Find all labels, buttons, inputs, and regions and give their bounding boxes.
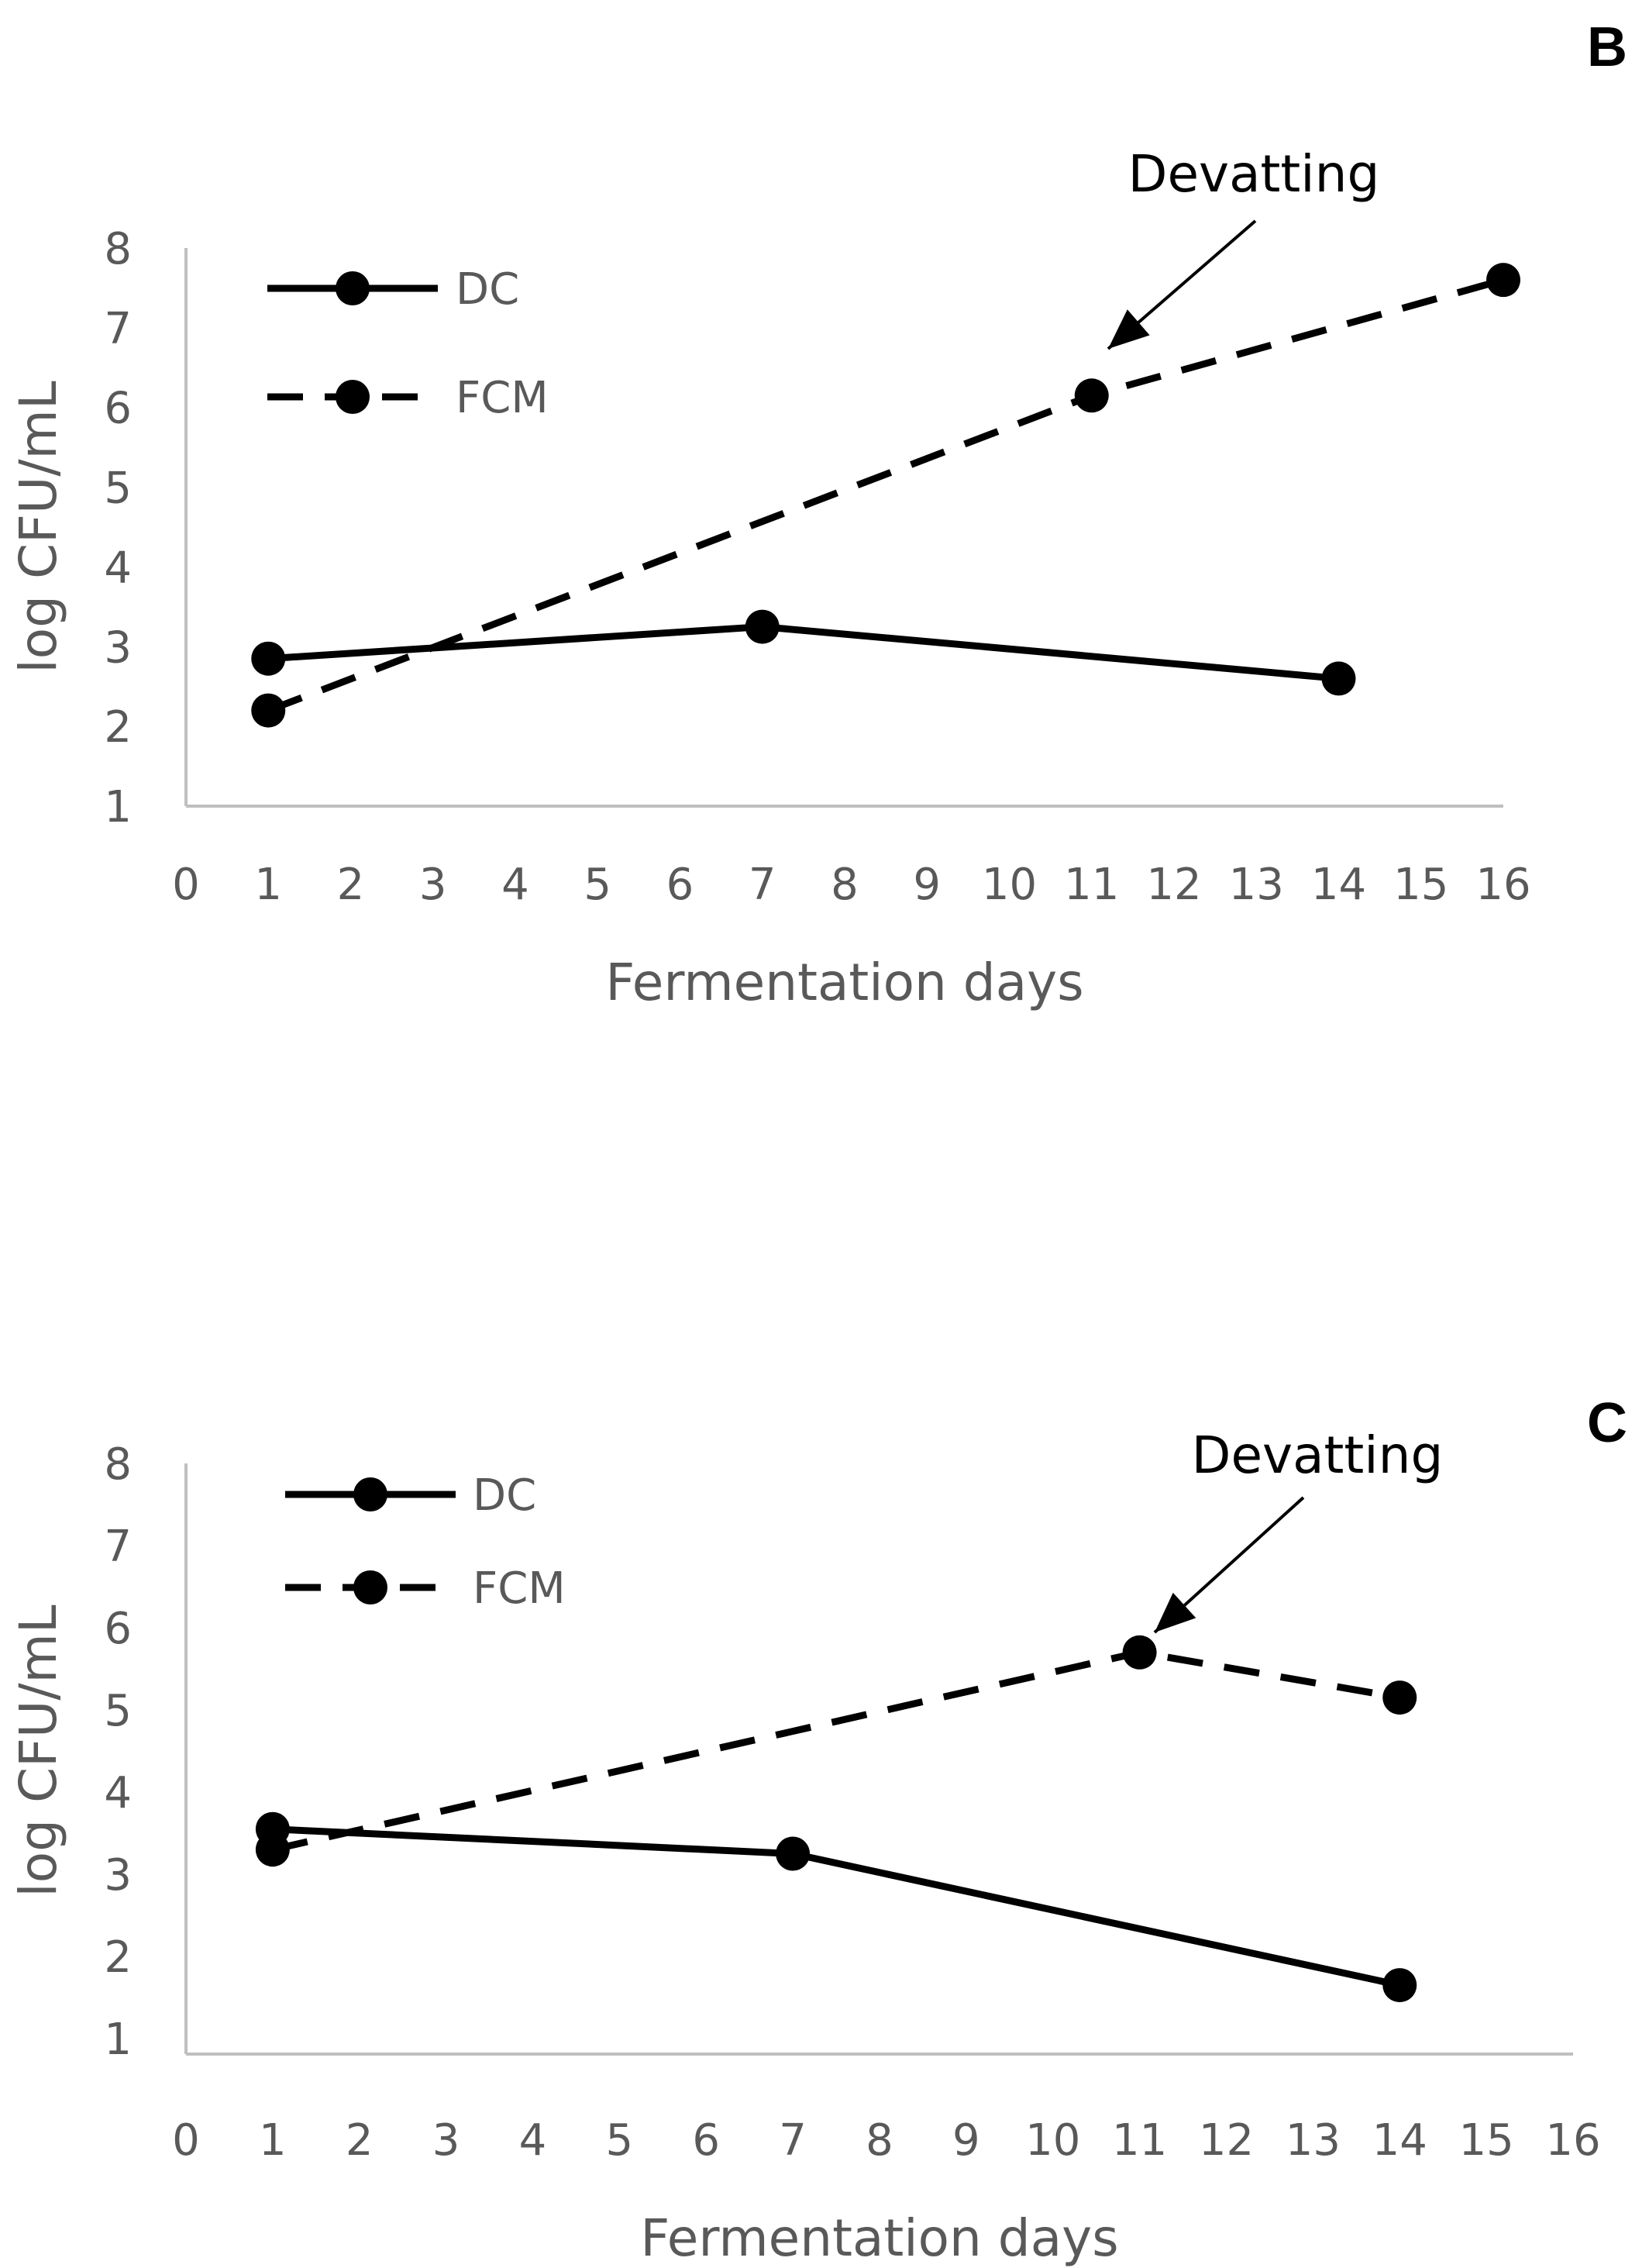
pb-y-tick-label: 3 — [104, 622, 132, 673]
pc-x-tick-label: 15 — [1458, 2115, 1513, 2166]
pc-x-tick-label: 5 — [606, 2115, 634, 2166]
pc-y-tick-label: 1 — [104, 2015, 132, 2065]
pb-x-tick-label: 1 — [254, 860, 282, 910]
pb-series-dc-line — [267, 623, 1339, 682]
pb-series-fcm-point — [251, 693, 286, 728]
pb-y-tick-label: 6 — [104, 384, 132, 434]
pb-x-tick-label: 9 — [913, 860, 941, 910]
pc-y-tick-label: 7 — [104, 1522, 132, 1572]
pb-x-tick-label: 14 — [1311, 860, 1366, 910]
pb-series-dc-point — [251, 641, 286, 676]
pc-y-tick-label: 8 — [104, 1439, 132, 1490]
pc-x-axis-title: Fermentation days — [640, 2208, 1118, 2268]
pc-x-tick-label: 3 — [432, 2115, 460, 2166]
pb-x-tick-label: 8 — [831, 860, 859, 910]
pb-x-tick-label: 10 — [982, 860, 1037, 910]
pb-x-tick-label: 4 — [501, 860, 529, 910]
pc-annotation-arrowhead — [1155, 1592, 1196, 1632]
pb-series-dc-point — [1321, 661, 1356, 696]
pc-y-tick-label: 6 — [104, 1604, 132, 1654]
pc-x-tick-label: 4 — [519, 2115, 547, 2166]
pb-x-tick-label: 11 — [1064, 860, 1119, 910]
pb-series-dc-point — [745, 609, 780, 644]
pb-x-tick-label: 16 — [1475, 860, 1530, 910]
pc-x-tick-label: 11 — [1112, 2115, 1167, 2166]
pb-series-fcm-point — [1486, 263, 1520, 298]
pb-y-axis-title: log CFU/mL — [9, 381, 68, 673]
pc-legend-fcm-marker — [353, 1570, 387, 1604]
pb-x-tick-label: 12 — [1146, 860, 1201, 910]
pc-legend-fcm-label: FCM — [473, 1563, 566, 1614]
pb-x-tick-label: 2 — [337, 860, 365, 910]
pc-series-fcm-point — [255, 1832, 290, 1867]
pb-annotation-arrowhead — [1108, 309, 1150, 349]
pc-x-tick-label: 0 — [172, 2115, 200, 2166]
pc-y-tick-label: 2 — [104, 1932, 132, 1983]
pc-series-dc-point — [776, 1836, 811, 1871]
pb-x-tick-label: 5 — [584, 860, 611, 910]
pc-y-tick-label: 3 — [104, 1850, 132, 1901]
pb-legend-fcm-marker — [336, 380, 370, 414]
pc-series-fcm-point — [1122, 1635, 1157, 1670]
pc-x-tick-label: 2 — [346, 2115, 374, 2166]
pb-x-axis-title: Fermentation days — [605, 953, 1083, 1012]
pb-legend-dc-marker — [336, 271, 370, 305]
pc-series-dc-line — [272, 1825, 1401, 1989]
pc-x-tick-label: 10 — [1025, 2115, 1080, 2166]
pb-x-tick-label: 7 — [749, 860, 776, 910]
pc-x-tick-label: 9 — [952, 2115, 980, 2166]
pb-y-tick-label: 2 — [104, 702, 132, 753]
pb-y-tick-label: 4 — [104, 543, 132, 593]
pb-y-tick-label: 8 — [104, 224, 132, 274]
pc-x-tick-label: 7 — [779, 2115, 807, 2166]
pc-x-tick-label: 6 — [692, 2115, 720, 2166]
pc-y-tick-label: 4 — [104, 1768, 132, 1818]
pb-x-tick-label: 15 — [1393, 860, 1448, 910]
pc-series-dc-point — [1382, 1968, 1417, 2003]
pb-x-tick-label: 0 — [172, 860, 200, 910]
pb-x-tick-label: 3 — [419, 860, 447, 910]
pc-x-tick-label: 8 — [866, 2115, 893, 2166]
pc-series-fcm-point — [1382, 1680, 1417, 1715]
pc-panel-label: C — [1587, 1392, 1627, 1454]
pc-x-tick-label: 13 — [1286, 2115, 1341, 2166]
pc-x-tick-label: 12 — [1199, 2115, 1254, 2166]
pc-annotation-label: Devatting — [1192, 1425, 1444, 1485]
pb-series-fcm-point — [1074, 378, 1109, 413]
pb-y-tick-label: 1 — [104, 782, 132, 832]
pb-x-tick-label: 13 — [1229, 860, 1284, 910]
pc-y-tick-label: 5 — [104, 1686, 132, 1736]
pb-legend-fcm-label: FCM — [456, 373, 549, 423]
pc-series-fcm-line — [271, 1649, 1401, 1853]
pb-y-tick-label: 5 — [104, 464, 132, 514]
pc-legend-dc-marker — [353, 1477, 387, 1511]
pb-y-tick-label: 7 — [104, 304, 132, 354]
pc-x-tick-label: 14 — [1372, 2115, 1427, 2166]
pc-y-axis-title: log CFU/mL — [9, 1604, 68, 1897]
pb-legend-dc-label: DC — [456, 264, 519, 315]
pc-legend-dc-label: DC — [473, 1470, 536, 1521]
pc-x-tick-label: 16 — [1545, 2115, 1600, 2166]
pc-x-tick-label: 1 — [259, 2115, 287, 2166]
pb-x-tick-label: 6 — [666, 860, 694, 910]
pb-annotation-label: Devatting — [1128, 144, 1380, 204]
pb-panel-label: B — [1587, 16, 1627, 78]
